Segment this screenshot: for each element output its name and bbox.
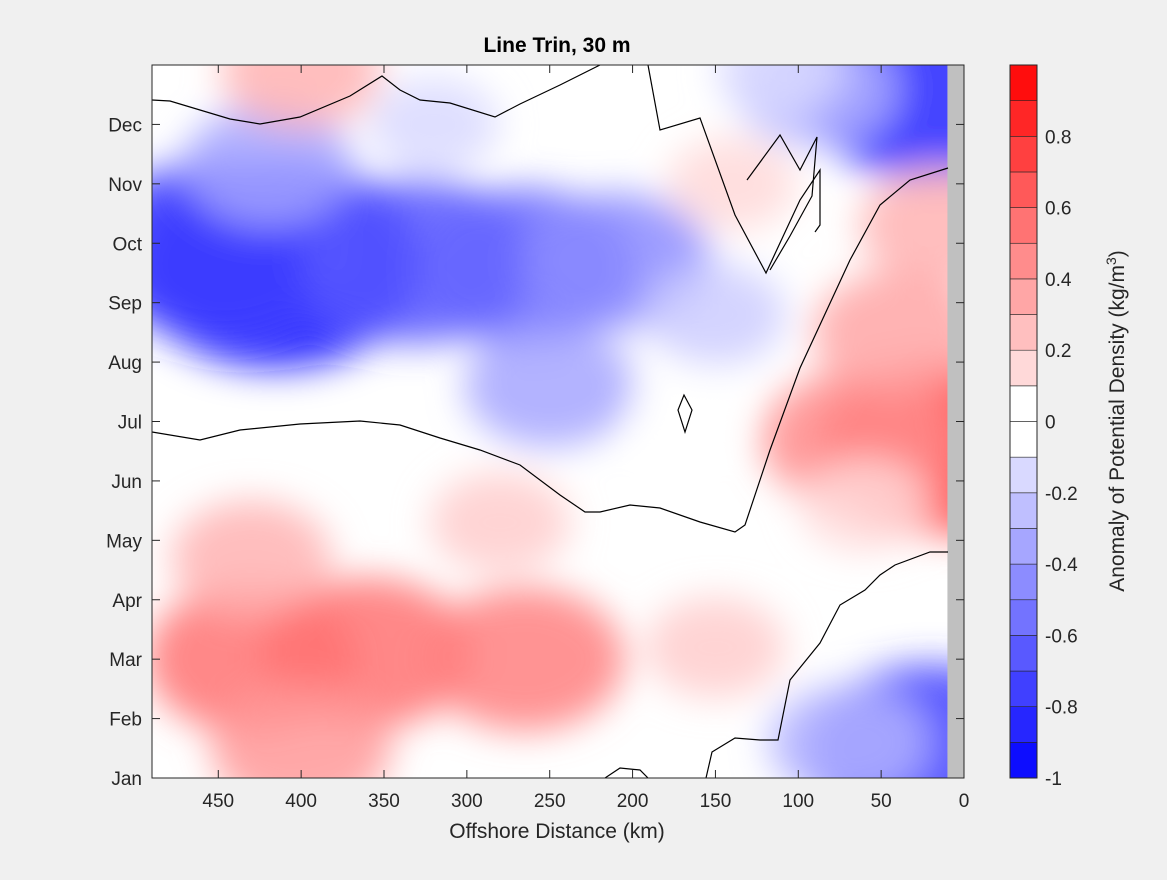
zero-contour-nearshore — [647, 65, 821, 275]
colorbar-tick-label: 0.4 — [1045, 270, 1072, 291]
x-tick-label: 400 — [285, 791, 317, 812]
anomaly-blob-13 — [221, 65, 382, 129]
anomaly-blob-27 — [667, 137, 797, 231]
y-tick-label: Oct — [112, 234, 142, 255]
anomaly-blob-17 — [424, 587, 625, 732]
x-tick-label: 250 — [534, 791, 566, 812]
colorbar-tick-label: -0.6 — [1045, 626, 1078, 647]
anomaly-blob-24 — [859, 167, 964, 284]
colorbar-band — [1009, 599, 1038, 636]
colorbar-tick-label: -0.8 — [1045, 698, 1078, 719]
colorbar: -1 -0.8 -0.6 -0.4 -0.2 0 0.2 0.4 0.6 0.8 — [1009, 64, 1078, 790]
x-tick-label: 50 — [871, 791, 892, 812]
zero-contour-mid — [152, 167, 949, 533]
colorbar-tick-label: 0.6 — [1045, 199, 1071, 220]
y-ticks: Jan Feb Mar Apr May Jun Jul Aug Sep Oct Nov Dec — [106, 115, 964, 790]
anomaly-blob-7 — [645, 264, 786, 365]
colorbar-band — [1009, 492, 1038, 529]
y-tick-label: Nov — [108, 175, 142, 196]
x-tick-label: 150 — [700, 791, 732, 812]
x-tick-label: 100 — [782, 791, 814, 812]
zero-contour-bottom — [604, 767, 649, 778]
colorbar-band — [1009, 171, 1038, 208]
colorbar-band — [1009, 64, 1038, 101]
y-tick-label: Jun — [111, 472, 142, 493]
y-tick-label: Jul — [118, 413, 142, 434]
colorbar-band — [1009, 349, 1038, 387]
colorbar-band — [1009, 528, 1038, 565]
y-tick-label: Dec — [108, 115, 142, 136]
colorbar-band — [1009, 314, 1038, 351]
x-tick-label: 300 — [451, 791, 483, 812]
plot-area: 450 400 350 300 250 200 150 100 50 0 Jan Feb Mar Apr… — [106, 64, 969, 812]
y-tick-label: Aug — [108, 353, 142, 374]
heatmap-field — [152, 65, 964, 778]
anomaly-blob-18 — [645, 596, 786, 698]
anomaly-blob-19 — [171, 500, 332, 616]
colorbar-band — [1009, 742, 1038, 779]
anomaly-blob-8 — [464, 324, 635, 448]
anomaly-blob-14 — [716, 65, 847, 118]
colorbar-band — [1009, 278, 1038, 315]
x-tick-label: 350 — [368, 791, 400, 812]
anomaly-blob-12 — [768, 684, 928, 778]
colorbar-band — [1009, 456, 1038, 494]
colorbar-tick-label: -1 — [1045, 769, 1062, 790]
x-tick-label: 0 — [959, 791, 970, 812]
y-tick-label: Apr — [112, 591, 142, 612]
colorbar-tick-label: 0.8 — [1045, 127, 1071, 148]
zero-contours — [152, 65, 949, 778]
x-axis-label: Offshore Distance (km) — [449, 820, 665, 843]
colorbar-tick-label: 0.2 — [1045, 341, 1071, 362]
colorbar-band — [1009, 136, 1038, 173]
colorbar-label: Anomaly of Potential Density (kg/m3) — [1103, 250, 1129, 592]
colorbar-band — [1009, 207, 1038, 244]
y-tick-label: Mar — [109, 650, 142, 671]
colorbar-tick-label: -0.2 — [1045, 484, 1078, 505]
anomaly-blob-5 — [183, 104, 353, 228]
anomaly-blob-20 — [211, 683, 392, 778]
colorbar-band — [1009, 242, 1038, 280]
colorbar-band — [1009, 706, 1038, 743]
colorbar-band — [1009, 421, 1038, 458]
colorbar-band — [1009, 563, 1038, 601]
anomaly-blobs — [152, 65, 964, 778]
colorbar-tick-label: -0.4 — [1045, 555, 1078, 576]
zero-contour-island — [677, 393, 693, 434]
anomaly-blob-6 — [368, 77, 499, 172]
x-ticks: 450 400 350 300 250 200 150 100 50 0 — [202, 65, 969, 812]
colorbar-frame — [1009, 64, 1038, 779]
colorbar-band — [1009, 385, 1038, 422]
colorbar-band — [1009, 635, 1038, 672]
anomaly-blob-21 — [430, 472, 570, 573]
y-tick-label: Sep — [108, 294, 142, 315]
anomaly-blob-26 — [799, 457, 930, 552]
colorbar-band — [1009, 670, 1038, 707]
colorbar-band — [1009, 100, 1038, 137]
anomaly-blob-25 — [812, 271, 964, 394]
y-tick-label: Feb — [109, 710, 142, 731]
zero-contour-loop — [746, 133, 818, 271]
colorbar-tick-label: 0 — [1045, 413, 1056, 434]
y-tick-label: Jan — [111, 769, 142, 790]
y-tick-label: May — [106, 531, 142, 552]
zero-contour-upper — [152, 65, 601, 125]
anomaly-blob-28 — [632, 373, 733, 446]
chart-title: Line Trin, 30 m — [483, 34, 630, 57]
x-tick-label: 450 — [202, 791, 234, 812]
zero-contour-lower — [705, 551, 948, 778]
x-tick-label: 200 — [617, 791, 649, 812]
